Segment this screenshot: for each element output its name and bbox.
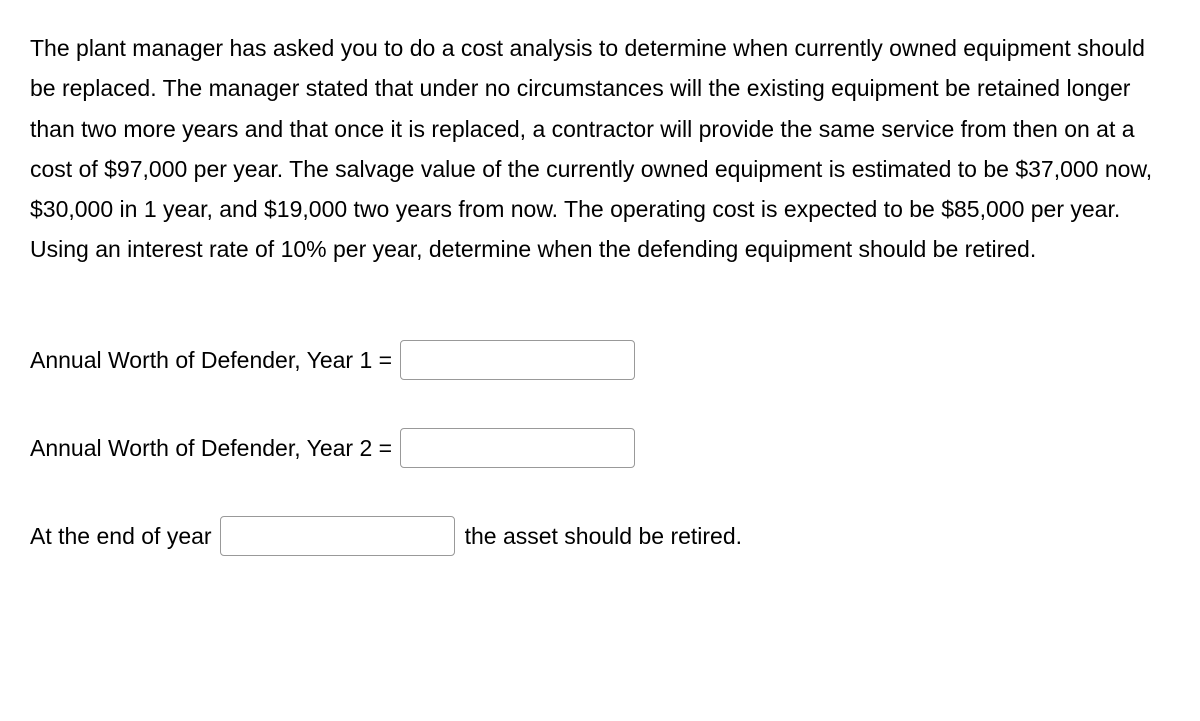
answer-row-year2: Annual Worth of Defender, Year 2 = xyxy=(30,428,1170,468)
conclusion-input[interactable] xyxy=(220,516,455,556)
year1-label: Annual Worth of Defender, Year 1 = xyxy=(30,340,392,380)
answer-row-conclusion: At the end of year the asset should be r… xyxy=(30,516,1170,556)
answer-row-year1: Annual Worth of Defender, Year 1 = xyxy=(30,340,1170,380)
year1-input[interactable] xyxy=(400,340,635,380)
year2-input[interactable] xyxy=(400,428,635,468)
problem-statement: The plant manager has asked you to do a … xyxy=(30,28,1170,270)
conclusion-prefix: At the end of year xyxy=(30,516,212,556)
conclusion-suffix: the asset should be retired. xyxy=(465,516,742,556)
year2-label: Annual Worth of Defender, Year 2 = xyxy=(30,428,392,468)
